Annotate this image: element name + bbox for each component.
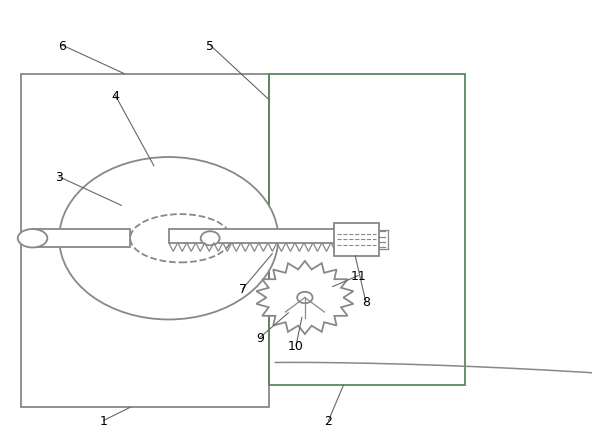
Text: 4: 4 <box>111 90 120 103</box>
Text: 3: 3 <box>55 171 63 184</box>
Text: 10: 10 <box>288 339 304 353</box>
Ellipse shape <box>18 230 47 248</box>
Circle shape <box>297 292 313 304</box>
Text: 8: 8 <box>362 296 370 309</box>
Text: 11: 11 <box>350 269 366 283</box>
Circle shape <box>59 158 278 320</box>
Polygon shape <box>33 230 130 248</box>
Text: 1: 1 <box>99 414 108 427</box>
Polygon shape <box>256 261 353 334</box>
Text: 6: 6 <box>58 39 66 53</box>
Text: 7: 7 <box>239 283 247 296</box>
Text: 9: 9 <box>256 331 265 344</box>
Text: 2: 2 <box>324 414 333 427</box>
Text: 5: 5 <box>206 39 214 53</box>
Polygon shape <box>334 223 379 256</box>
Circle shape <box>201 232 220 246</box>
Polygon shape <box>169 230 367 243</box>
